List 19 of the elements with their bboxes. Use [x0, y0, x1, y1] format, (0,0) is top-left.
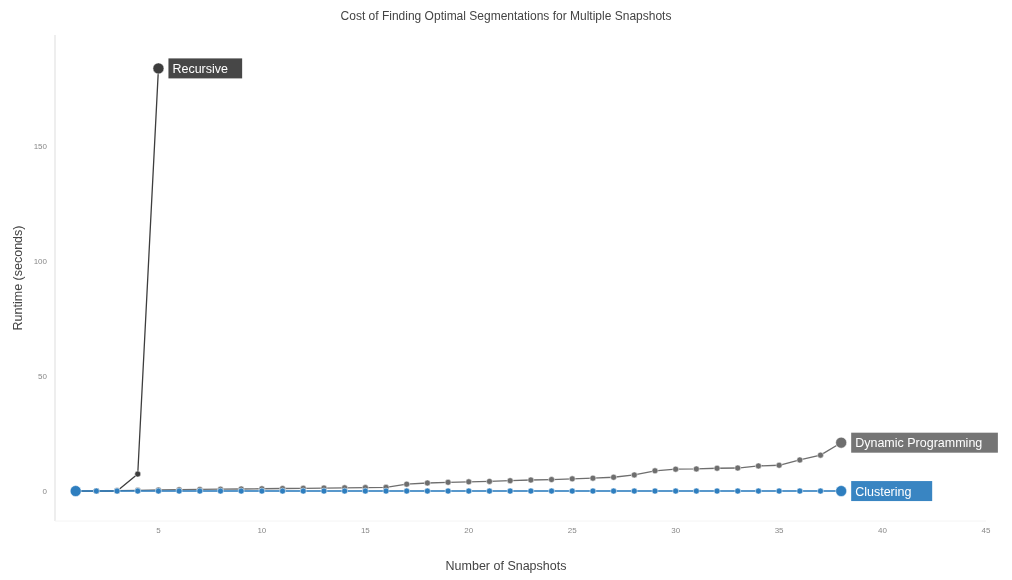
x-tick-label: 40: [878, 526, 888, 535]
x-tick-label: 30: [671, 526, 681, 535]
x-tick-label: 5: [156, 526, 162, 535]
series-label: Recursive: [172, 61, 229, 76]
y-tick-label: 150: [33, 141, 48, 151]
x-axis-title: Number of Snapshots: [445, 559, 567, 573]
y-tick-label: 0: [42, 487, 48, 497]
x-tick-label: 20: [464, 526, 474, 535]
x-tick-label: 45: [981, 526, 991, 535]
y-axis-title: Runtime (seconds): [11, 225, 25, 331]
series-label: Clustering: [855, 484, 912, 499]
y-tick-label: 50: [38, 371, 48, 381]
y-tick-label: 100: [33, 256, 48, 266]
x-tick-label: 25: [567, 526, 578, 535]
x-tick-label: 15: [360, 526, 371, 535]
series-label: Dynamic Programming: [855, 436, 983, 451]
x-tick-label: 10: [257, 526, 267, 535]
x-tick-label: 35: [774, 526, 785, 535]
chart-title: Cost of Finding Optimal Segmentations for Multiple Snapshots: [340, 9, 672, 23]
